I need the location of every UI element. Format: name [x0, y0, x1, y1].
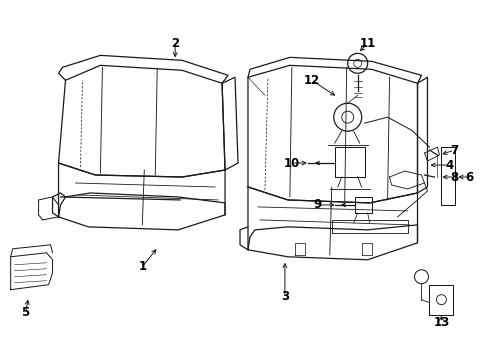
- Text: 3: 3: [281, 290, 289, 303]
- Text: 11: 11: [360, 37, 376, 50]
- Text: 1: 1: [138, 260, 147, 273]
- Text: 4: 4: [445, 158, 454, 172]
- Text: 12: 12: [304, 74, 320, 87]
- Text: 8: 8: [450, 171, 459, 184]
- Text: 10: 10: [284, 157, 300, 170]
- Text: 7: 7: [450, 144, 459, 157]
- Text: 13: 13: [433, 316, 449, 329]
- Text: 5: 5: [22, 306, 30, 319]
- Text: 6: 6: [465, 171, 473, 184]
- Text: 9: 9: [314, 198, 322, 211]
- Text: 2: 2: [171, 37, 179, 50]
